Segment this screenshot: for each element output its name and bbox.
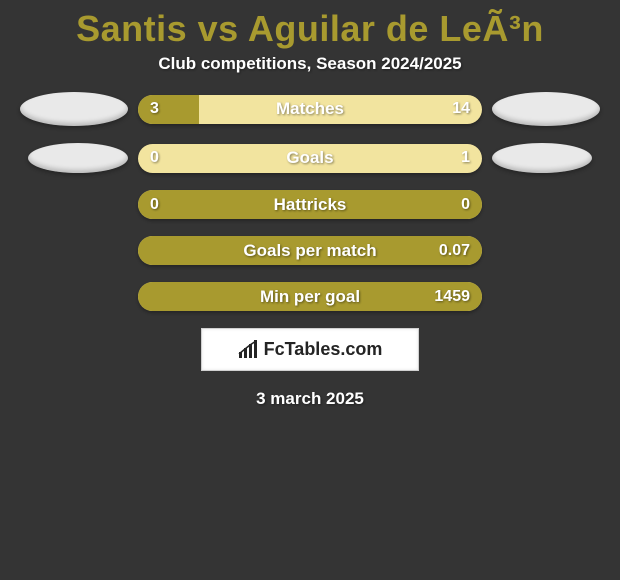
date-label: 3 march 2025: [0, 389, 620, 409]
stats-list: 3Matches14 0Goals1 0Hattricks0 Goals per ma…: [0, 92, 620, 311]
stat-bar: 0Goals1: [138, 144, 482, 173]
stat-row: Goals per match0.07: [0, 236, 620, 265]
stat-bar: Goals per match0.07: [138, 236, 482, 265]
player-bubble-right: [492, 92, 600, 126]
stat-row: 0Goals1: [0, 143, 620, 173]
brand-label: FcTables.com: [264, 339, 383, 360]
stat-row: 0Hattricks0: [0, 190, 620, 219]
chart-icon: [238, 340, 260, 360]
comparison-infographic: Santis vs Aguilar de LeÃ³n Club competit…: [0, 0, 620, 580]
player-bubble-left: [20, 92, 128, 126]
page-title: Santis vs Aguilar de LeÃ³n: [0, 0, 620, 54]
stat-row: 3Matches14: [0, 92, 620, 126]
stat-bar: 3Matches14: [138, 95, 482, 124]
stat-bar: 0Hattricks0: [138, 190, 482, 219]
brand-box[interactable]: FcTables.com: [201, 328, 419, 371]
player-bubble-right: [492, 143, 592, 173]
stat-row: Min per goal1459: [0, 282, 620, 311]
player-bubble-left: [28, 143, 128, 173]
subtitle: Club competitions, Season 2024/2025: [0, 54, 620, 92]
stat-bar: Min per goal1459: [138, 282, 482, 311]
